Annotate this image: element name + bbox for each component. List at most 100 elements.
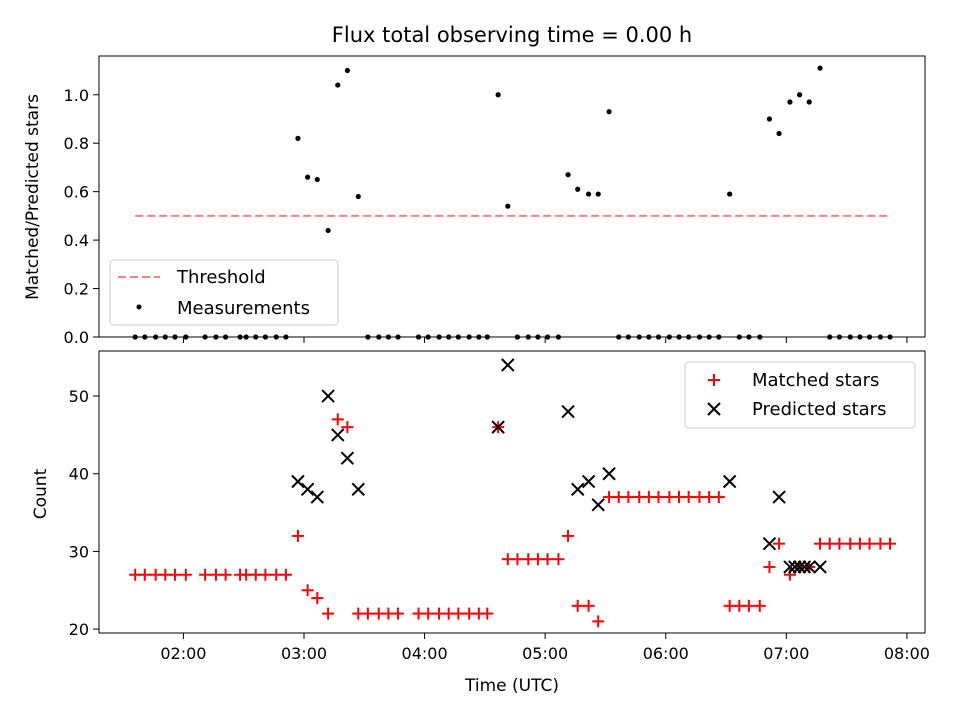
- legend-predicted-swatch: [707, 402, 721, 416]
- matched-star-point: [582, 599, 595, 612]
- matched-star-point: [481, 607, 494, 620]
- predicted-star-point: [501, 358, 515, 372]
- ratio-y-tick-label: 0.6: [64, 183, 89, 202]
- legend-predicted-label: Predicted stars: [752, 399, 886, 420]
- measurement-point: [766, 116, 773, 122]
- matched-star-point: [562, 529, 575, 542]
- legend-matched-label: Matched stars: [752, 370, 879, 391]
- measurement-point: [314, 176, 320, 183]
- ratio-y-tick-label: 0.0: [64, 328, 89, 347]
- ratio-y-tick-label: 0.8: [64, 134, 89, 153]
- matched-star-point: [682, 491, 695, 504]
- ratio-y-axis-label: Matched/Predicted stars: [23, 94, 43, 300]
- legend-measurements-label: Measurements: [177, 298, 310, 319]
- ratio-legend-box: [109, 259, 339, 326]
- count-x-tick-label: 06:00: [643, 644, 689, 663]
- count-legend-box: [684, 361, 916, 429]
- ratio-plot-frame: [98, 55, 926, 338]
- matched-star-point: [138, 568, 151, 581]
- measurement-point: [565, 172, 571, 178]
- matched-star-point: [763, 560, 776, 573]
- ratio-y-tick-label: 0.2: [64, 280, 89, 299]
- matched-star-point: [179, 568, 192, 581]
- measurement-point: [817, 65, 823, 71]
- count-y-tick-label: 50: [69, 387, 89, 406]
- matched-star-point: [322, 607, 335, 620]
- predicted-star-point: [762, 536, 777, 551]
- count-y-tick-label: 40: [69, 465, 89, 484]
- count-y-tick-label: 30: [69, 542, 89, 561]
- matched-star-point: [884, 537, 897, 550]
- measurement-point: [595, 191, 601, 197]
- predicted-star-point: [722, 474, 737, 489]
- predicted-star-point: [581, 474, 596, 489]
- matched-star-point: [511, 553, 524, 566]
- count-legend: Matched stars Predicted stars: [684, 361, 916, 429]
- predicted-star-point: [602, 467, 616, 481]
- matched-star-point: [712, 491, 725, 504]
- measurement-point: [796, 92, 803, 98]
- predicted-star-point: [591, 498, 605, 512]
- matched-star-point: [279, 568, 292, 581]
- measurement-point: [585, 191, 592, 197]
- matched-star-point: [331, 413, 344, 426]
- predicted-star-point: [561, 404, 575, 419]
- legend-measurements-swatch: [136, 304, 142, 310]
- count-y-axis-label: Count: [31, 468, 51, 519]
- predicted-star-point: [331, 428, 345, 442]
- count-x-tick-label: 03:00: [281, 644, 327, 663]
- predicted-star-point: [571, 482, 585, 496]
- matched-star-point: [592, 615, 605, 628]
- count-x-tick-label: 07:00: [763, 644, 809, 663]
- matched-star-point: [341, 421, 354, 434]
- ratio-y-tick-label: 1.0: [64, 86, 89, 105]
- count-x-tick-label: 08:00: [884, 644, 930, 663]
- measurement-point: [495, 92, 501, 98]
- measurement-point: [355, 193, 361, 200]
- ratio-axes: 0.0 0.2 0.4 0.6 0.8 1.0: [64, 86, 908, 347]
- matched-star-point: [622, 491, 635, 504]
- matched-star-point: [773, 537, 786, 550]
- predicted-star-point: [291, 474, 305, 489]
- predicted-star-point: [792, 560, 807, 574]
- legend-matched-swatch: [708, 374, 720, 386]
- matched-star-point: [833, 537, 846, 550]
- count-x-tick-label: 05:00: [522, 644, 568, 663]
- measurement-point: [305, 174, 311, 180]
- predicted-star-point: [321, 389, 335, 403]
- predicted-star-point: [802, 560, 816, 574]
- matched-star-point: [259, 568, 272, 581]
- measurement-point: [806, 99, 812, 105]
- matched-star-point: [742, 599, 755, 612]
- count-x-tick-label: 04:00: [402, 644, 448, 663]
- measurement-point: [325, 227, 331, 234]
- predicted-star-point: [813, 560, 827, 574]
- measurement-point: [776, 130, 782, 137]
- predicted-star-point: [772, 490, 786, 504]
- measurement-point: [505, 203, 511, 209]
- measurement-point: [295, 135, 301, 141]
- predicted-star-point: [783, 560, 797, 574]
- matched-star-point: [863, 537, 876, 550]
- measurement-point: [575, 186, 581, 192]
- matched-star-point: [552, 553, 565, 566]
- measurement-point: [344, 67, 351, 74]
- x-axis-label: Time (UTC): [464, 676, 559, 696]
- predicted-star-point: [491, 420, 505, 434]
- matched-star-point: [291, 529, 304, 542]
- predicted-star-point: [351, 482, 365, 496]
- matched-star-point: [361, 607, 374, 620]
- measurement-point: [727, 191, 733, 197]
- legend-threshold-label: Threshold: [176, 267, 266, 288]
- measurement-point: [335, 82, 341, 88]
- predicted-star-point: [300, 482, 315, 496]
- predicted-star-point: [340, 451, 355, 465]
- matched-star-point: [753, 599, 766, 612]
- matched-star-point: [392, 607, 405, 620]
- matched-star-point: [199, 568, 212, 581]
- count-plot-frame: [98, 350, 926, 634]
- measurement-point: [606, 109, 612, 115]
- count-x-tick-label: 02:00: [160, 644, 206, 663]
